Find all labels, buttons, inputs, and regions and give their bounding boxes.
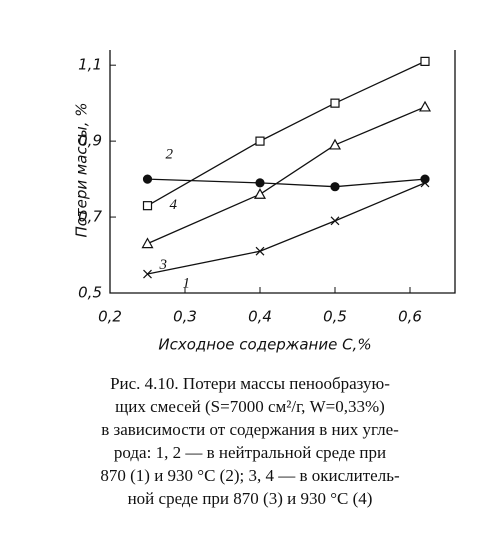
y-tick-label: 0,7 [78, 208, 102, 226]
series-line [147, 182, 426, 275]
marker-dot [142, 174, 153, 184]
marker-dot [330, 182, 340, 192]
series-line [147, 60, 426, 207]
caption-line: в зависимости от содержания в них угле- [101, 420, 399, 439]
marker-x [255, 246, 265, 256]
caption-line: 870 (1) и 930 °С (2); 3, 4 — в окислител… [100, 466, 400, 485]
series-line [147, 106, 426, 245]
marker-square [330, 98, 340, 108]
x-tick-label: 0,4 [248, 308, 272, 326]
marker-x [330, 216, 340, 226]
caption: Рис. 4.10. Потери массы пенообразую-щих … [100, 374, 400, 508]
marker-square [142, 201, 153, 211]
axes-frame [109, 50, 456, 294]
marker-dot [255, 178, 265, 188]
series-line [147, 178, 426, 188]
series-label: 1 [183, 275, 191, 291]
series-label: 3 [159, 257, 168, 273]
caption-line: щих смесей (S=7000 см²/г, W=0,33%) [115, 397, 385, 416]
x-axis-label: Исходное содержание С,% [158, 336, 371, 354]
x-tick-label: 0,3 [173, 308, 197, 326]
y-tick-label: 1,1 [78, 56, 102, 74]
series-label: 4 [170, 197, 178, 213]
marker-square [420, 56, 430, 66]
series-label: 2 [166, 147, 174, 163]
marker-triangle [253, 188, 267, 199]
y-axis-label: Потери массы, % [73, 102, 91, 237]
x-tick-label: 0,6 [398, 308, 422, 326]
x-tick-label: 0,2 [98, 308, 122, 326]
x-tick-label: 0,5 [323, 308, 347, 326]
y-tick-label: 0,5 [78, 284, 102, 302]
marker-triangle [418, 100, 432, 112]
marker-square [255, 136, 265, 146]
marker-x [143, 269, 152, 279]
y-tick-label: 0,9 [78, 132, 102, 150]
caption-line: рода: 1, 2 — в нейтральной среде при [114, 443, 386, 462]
caption-line: Рис. 4.10. Потери массы пенообразую- [110, 374, 390, 393]
marker-triangle [141, 237, 154, 249]
marker-triangle [328, 138, 342, 150]
caption-line: ной среде при 870 (3) и 930 °С (4) [128, 489, 373, 508]
marker-dot [420, 174, 430, 184]
